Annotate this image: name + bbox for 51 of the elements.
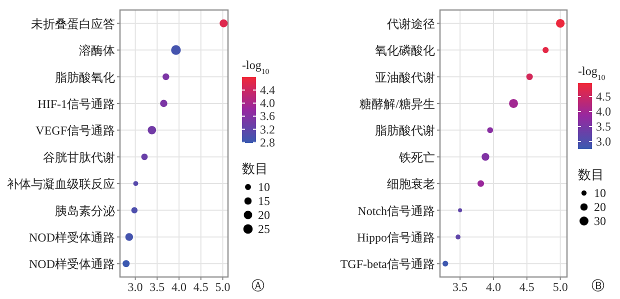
legend-label: 10	[258, 180, 270, 194]
y-tick-label: 未折叠蛋白应答	[31, 16, 115, 31]
y-tick-label: 亚油酸代谢	[375, 70, 435, 84]
y-tick-label: 谷胱甘肽代谢	[43, 150, 115, 164]
y-tick-label: 脂肪酸氧化	[55, 70, 115, 84]
legend-label: 20	[258, 208, 270, 222]
y-tick-label: 细胞衰老	[387, 177, 435, 192]
y-tick-label: Hippo信号通路	[357, 230, 435, 244]
legend-title: 数目	[242, 161, 268, 176]
y-tick-label: 溶酶体	[79, 44, 115, 58]
legend-label: 30	[594, 214, 606, 228]
color-bar-label: 4.4	[260, 83, 275, 98]
x-tick-label: 5.0	[215, 280, 230, 294]
legend-label: 25	[258, 222, 270, 236]
x-tick-label: 4.0	[172, 280, 187, 294]
legend-label: 15	[258, 194, 270, 208]
color-bar-label: 3.6	[260, 109, 275, 124]
y-tick-label: 糖酵解/糖异生	[360, 96, 435, 111]
text: Ⓐ	[252, 278, 264, 293]
x-tick-label: 4.5	[519, 280, 534, 294]
color-bar-label: 3.2	[260, 122, 275, 136]
y-tick-label: 代谢途径	[386, 16, 435, 31]
y-tick-label: 氧化磷酸化	[375, 44, 435, 58]
legend-label: 10	[594, 186, 606, 200]
color-bar-label: 4.0	[596, 104, 611, 118]
color-bar-label: 3.0	[596, 134, 611, 148]
y-tick-label: TGF-beta信号通路	[340, 257, 435, 272]
x-tick-label: 3.5	[452, 280, 468, 294]
color-bar-title: -log$_{10}$	[242, 58, 270, 76]
y-tick-label: 补体与凝血级联反应	[7, 177, 115, 192]
color-bar-label: 4.5	[596, 90, 611, 104]
x-tick-label: 4.5	[193, 280, 208, 294]
y-tick-label: HIF-1信号通路	[38, 96, 115, 111]
y-tick-label: NOD样受体通路	[29, 230, 115, 244]
x-tick-label: 4.0	[486, 280, 501, 294]
y-tick-label: VEGF信号通路	[36, 124, 115, 138]
color-bar-label: 4.0	[260, 96, 275, 110]
y-tick-label: Notch信号通路	[358, 204, 435, 218]
y-tick-label: NOD样受体通路	[29, 257, 115, 272]
color-bar-label: 2.8	[260, 135, 275, 150]
legend-title: 数目	[578, 167, 604, 182]
y-tick-label: 铁死亡	[398, 150, 435, 164]
color-bar-title: -log$_{10}$	[578, 64, 606, 82]
y-tick-label: 脂肪酸代谢	[375, 124, 435, 138]
legend-label: 20	[594, 200, 606, 214]
text: Ⓑ	[592, 278, 604, 293]
y-tick-label: 胰岛素分泌	[55, 204, 115, 218]
x-tick-label: 5.0	[552, 280, 568, 294]
x-tick-label: 3.0	[128, 280, 143, 294]
color-bar-label: 3.5	[596, 120, 611, 134]
x-tick-label: 3.5	[150, 280, 165, 294]
